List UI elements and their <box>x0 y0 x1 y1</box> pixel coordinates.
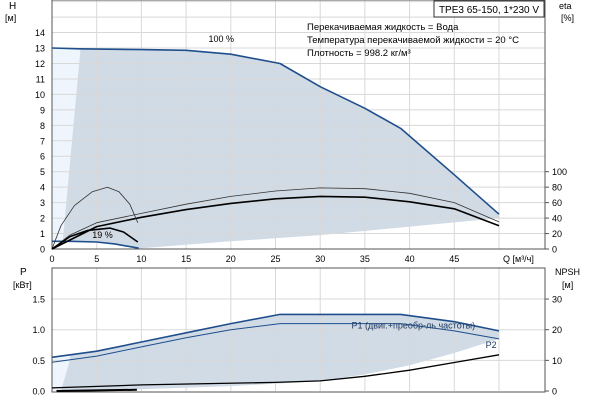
h-tick-label: 13 <box>35 44 45 54</box>
curve-annotation: 19 % <box>92 230 113 240</box>
p-tick-label: 1.5 <box>32 295 45 305</box>
npsh-curve <box>51 354 500 389</box>
q-tick-label: 0 <box>49 254 54 264</box>
npsh-axis-unit: [м] <box>562 280 573 290</box>
grid <box>51 0 549 393</box>
eta-tick-label: 100 <box>552 167 567 177</box>
info-temperature: Температура перекачиваемой жидкости = 20… <box>307 35 519 46</box>
operating-area-power <box>60 314 500 391</box>
h-tick-label: 14 <box>35 28 45 38</box>
h-tick-label: 12 <box>35 59 45 69</box>
title-box <box>433 0 545 18</box>
operating-area-head <box>62 48 499 249</box>
title-text: TPE3 65-150, 1*230 V <box>439 5 539 16</box>
h-axis-unit: [м] <box>5 13 16 23</box>
efficiency-curve <box>51 186 139 250</box>
eta-tick-label: 80 <box>552 183 562 193</box>
p-tick-label: 0.0 <box>32 387 45 397</box>
h-tick-label: 4 <box>40 183 45 193</box>
p-axis-label: P <box>20 267 27 278</box>
curves <box>51 47 500 392</box>
head-plot-frame <box>51 0 546 250</box>
h-tick-label: 2 <box>40 214 45 224</box>
h-tick-label: 0 <box>40 245 45 255</box>
h-tick-label: 11 <box>36 74 45 84</box>
eta-axis-unit: [%] <box>561 13 574 23</box>
q-tick-label: 35 <box>360 254 370 264</box>
eta-tick-label: 40 <box>552 214 562 224</box>
p-tick-label: 1.0 <box>32 325 45 335</box>
efficiency-curve <box>51 187 500 250</box>
info-fluid: Перекачиваемая жидкость = Вода <box>307 22 459 33</box>
npsh-tick-label: 10 <box>552 356 562 366</box>
power-curve <box>56 388 137 392</box>
h-tick-label: 3 <box>40 198 45 208</box>
h-tick-label: 7 <box>40 136 45 146</box>
operating-areas <box>52 48 500 391</box>
power-curve <box>51 323 500 363</box>
curve-annotation: P2 <box>486 340 497 350</box>
efficiency-curve <box>51 195 500 250</box>
q-tick-label: 40 <box>405 254 415 264</box>
npsh-tick-label: 0 <box>552 387 557 397</box>
h-tick-label: 8 <box>40 121 45 131</box>
curve-annotation: 100 % <box>208 34 234 44</box>
q-tick-label: 45 <box>449 254 459 264</box>
h-tick-label: 10 <box>35 90 45 100</box>
npsh-tick-label: 20 <box>552 325 562 335</box>
npsh-tick-label: 30 <box>552 295 562 305</box>
h-tick-label: 6 <box>40 152 45 162</box>
p-axis-unit: [кВт] <box>13 280 32 290</box>
h-tick-label: 1 <box>40 229 45 239</box>
q-tick-label: 30 <box>315 254 325 264</box>
q-tick-label: 5 <box>94 254 99 264</box>
h-tick-label: 9 <box>40 105 45 115</box>
q-tick-label: 10 <box>136 254 146 264</box>
power-curve <box>51 313 500 359</box>
p-tick-label: 0.5 <box>32 356 45 366</box>
efficiency-curve <box>51 227 139 250</box>
q-axis-label: Q [м³/ч] <box>503 254 534 264</box>
head-curve <box>51 47 500 215</box>
light-operating-area-power <box>52 354 70 391</box>
h-tick-label: 5 <box>40 167 45 177</box>
curve-annotation: P1 (двиг.+преобр-ль частоты) <box>351 320 475 330</box>
q-tick-label: 15 <box>181 254 191 264</box>
eta-tick-label: 20 <box>552 229 562 239</box>
q-tick-label: 20 <box>226 254 236 264</box>
eta-tick-label: 60 <box>552 198 562 208</box>
light-operating-area-head <box>52 48 81 242</box>
h-axis-label: H <box>9 1 16 12</box>
q-tick-label: 25 <box>270 254 280 264</box>
info-density: Плотность = 998.2 кг/м³ <box>307 48 411 59</box>
eta-axis-label: eta <box>559 1 572 11</box>
npsh-axis-label: NPSH <box>555 267 580 277</box>
eta-tick-label: 0 <box>552 245 557 255</box>
